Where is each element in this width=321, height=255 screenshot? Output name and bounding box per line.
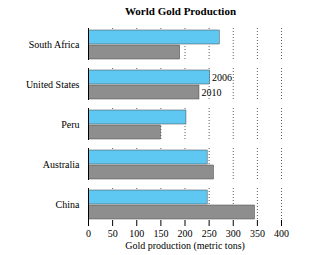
svg-text:United States: United States	[26, 79, 80, 90]
svg-text:Gold production (metric tons): Gold production (metric tons)	[125, 240, 245, 252]
svg-text:400: 400	[274, 228, 289, 239]
svg-text:100: 100	[129, 228, 144, 239]
svg-text:0: 0	[86, 228, 91, 239]
svg-text:South Africa: South Africa	[29, 39, 80, 50]
svg-text:Australia: Australia	[43, 159, 80, 170]
svg-text:50: 50	[108, 228, 118, 239]
svg-text:350: 350	[250, 228, 265, 239]
svg-text:150: 150	[153, 228, 168, 239]
html-text:World Gold Production: World Gold Production	[125, 5, 236, 17]
svg-text:2006: 2006	[212, 72, 232, 83]
svg-text:250: 250	[202, 228, 217, 239]
svg-text:Peru: Peru	[61, 119, 79, 130]
svg-text:300: 300	[226, 228, 241, 239]
svg-text:200: 200	[178, 228, 193, 239]
svg-text:2010: 2010	[201, 87, 221, 98]
svg-text:China: China	[56, 199, 80, 210]
